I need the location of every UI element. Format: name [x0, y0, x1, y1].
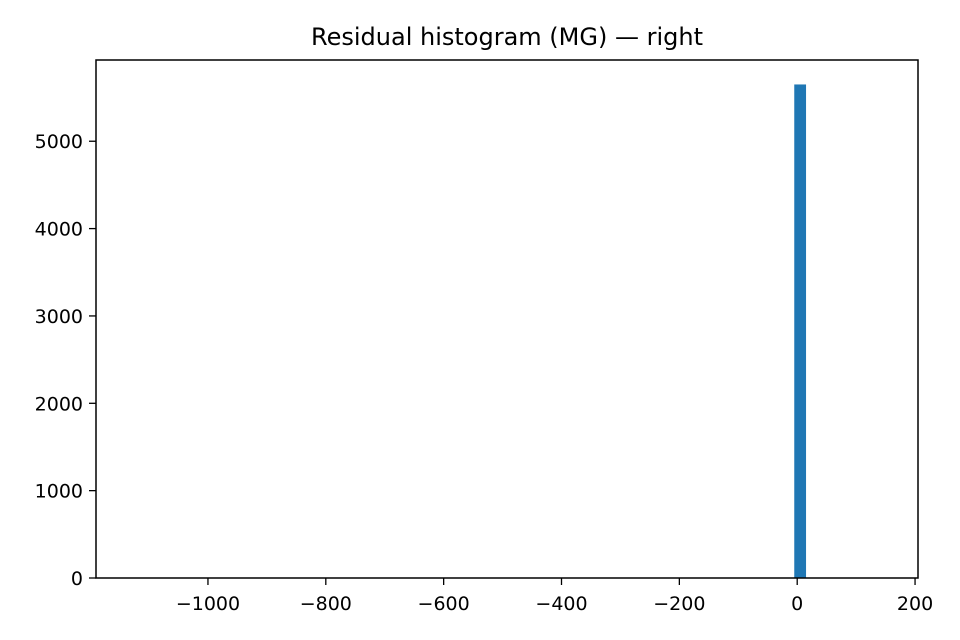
axes-frame — [95, 59, 919, 579]
y-tick-label: 4000 — [35, 219, 83, 241]
x-tick-label: −400 — [535, 593, 587, 615]
x-tick-label: −800 — [300, 593, 352, 615]
y-tick-label: 3000 — [35, 306, 83, 328]
x-tick-label: −200 — [653, 593, 705, 615]
x-tick-label: 0 — [791, 593, 803, 615]
x-tick-label: −1000 — [176, 593, 240, 615]
y-axis: 0 1000 2000 3000 4000 5000 — [35, 131, 96, 590]
chart-title: Residual histogram (MG) — right — [311, 23, 703, 51]
y-tick-label: 2000 — [35, 393, 83, 415]
y-tick-label: 5000 — [35, 131, 83, 153]
x-tick-label: 200 — [897, 593, 933, 615]
x-axis: −1000 −800 −600 −400 −200 0 200 — [176, 578, 933, 615]
x-tick-label: −600 — [418, 593, 470, 615]
histogram-bar — [794, 84, 807, 579]
y-tick-label: 1000 — [35, 481, 83, 503]
bars — [794, 84, 807, 579]
y-tick-label: 0 — [71, 568, 83, 590]
